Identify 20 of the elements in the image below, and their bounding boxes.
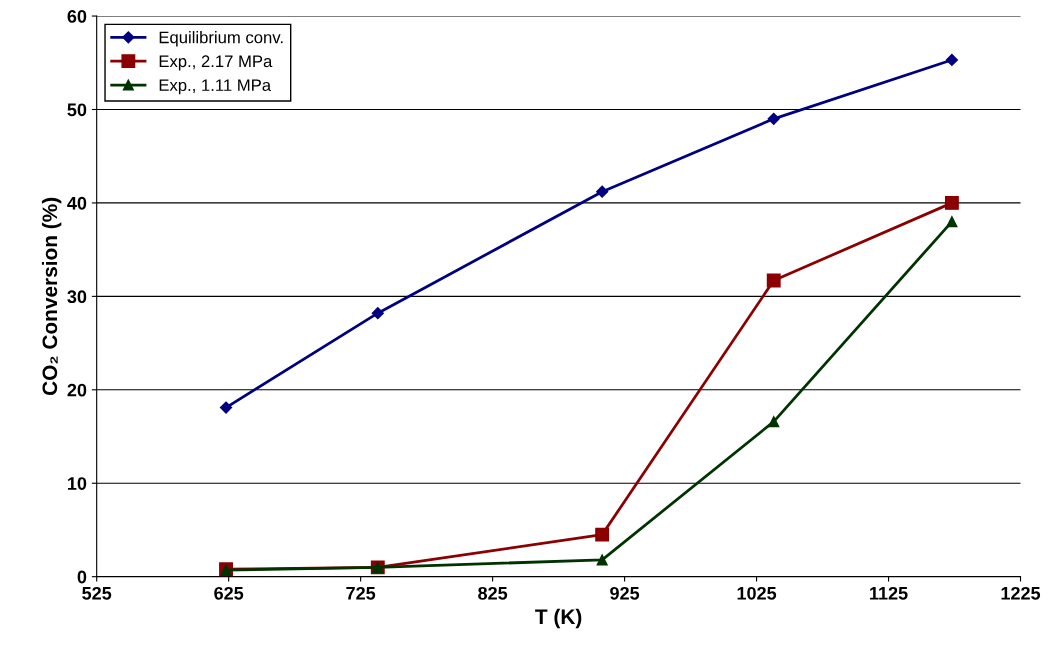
x-tick-label: 1025 [737,586,777,600]
y-tick-label: 40 [67,196,87,210]
legend-label: Equilibrium conv. [159,31,283,47]
x-tick-label: 625 [214,586,244,600]
x-tick-label: 825 [478,586,508,600]
y-tick-label: 60 [67,9,87,23]
y-tick-label: 30 [67,290,87,304]
y-tick-label: 0 [77,570,87,584]
y-tick-label: 10 [68,477,87,490]
x-axis-title: T (K) [535,608,582,629]
x-tick-label: 725 [346,586,376,600]
y-axis-title: CO₂ Conversion (%) [41,197,62,396]
x-tick-label: 1125 [870,586,908,600]
y-tick-label: 50 [67,103,87,117]
x-tick-label: 925 [610,586,640,600]
x-tick-label: 1225 [1001,586,1041,600]
x-tick-label: 525 [82,586,112,600]
legend-label: Exp., 2.17 MPa [159,55,273,71]
legend-label: Exp., 1.11 MPa [159,79,272,95]
y-tick-label: 20 [67,383,87,397]
